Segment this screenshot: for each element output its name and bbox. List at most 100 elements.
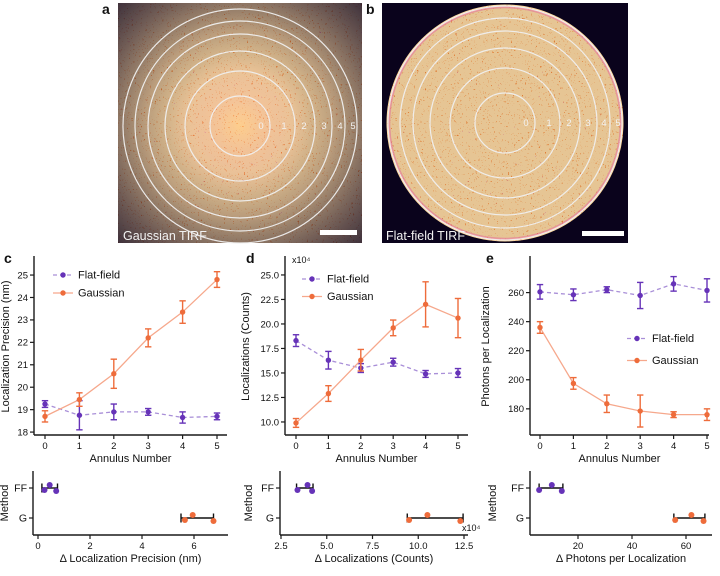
data-point-g: [406, 517, 413, 523]
category-label-ff: FF: [14, 483, 27, 495]
y-axis-label: Localization Precision (nm): [0, 280, 12, 412]
panel-letter-a: a: [102, 1, 110, 17]
y-axis-label: Method: [487, 485, 499, 522]
x-tick-label: 0: [293, 441, 298, 452]
x-tick-label: 7.5: [366, 541, 379, 552]
data-point-gaussian: [422, 301, 429, 308]
series-line-gaussian: [539, 327, 707, 416]
legend-label-flat-field: Flat-field: [652, 333, 694, 345]
data-point-flat-field: [455, 370, 461, 376]
annulus-number: 4: [337, 121, 342, 132]
data-point-g: [672, 517, 679, 523]
category-label-ff: FF: [261, 483, 274, 495]
y-tick-label: 21: [17, 360, 28, 371]
category-label-ff: FF: [511, 483, 524, 495]
scale-bar: [320, 230, 357, 235]
annulus-number: 0: [523, 118, 528, 129]
data-point-flat-field: [179, 414, 186, 421]
y-tick-label: 200: [508, 375, 524, 386]
series-line-flat-field: [539, 283, 708, 297]
legend-label-gaussian: Gaussian: [327, 291, 373, 303]
data-point-g: [457, 518, 464, 524]
data-point-flat-field: [537, 289, 543, 295]
x-tick-label: 1: [571, 441, 576, 452]
data-point-gaussian: [537, 324, 543, 331]
data-point-flat-field: [390, 359, 396, 365]
series-line-gaussian: [295, 303, 459, 424]
axis-offset-label: x10⁴: [462, 523, 481, 533]
data-point-g: [181, 517, 188, 523]
x-tick-label: 2: [358, 441, 363, 452]
y-axis-label: Method: [0, 485, 11, 522]
data-point-ff: [309, 488, 316, 494]
x-tick-label: 3: [391, 441, 396, 452]
scale-bar: [582, 231, 624, 236]
panel-b-method-label: Flat-field TIRF: [386, 229, 465, 243]
illumination-rim: [387, 5, 623, 241]
x-tick-label: 3: [638, 441, 643, 452]
x-tick-label: 40: [627, 541, 638, 552]
annulus-number: 3: [585, 118, 590, 129]
chart-localizations: 10.0 12.5 15.0 17.5 20.0 22.5 25.0 0 1 2 3 4 5 Annulu…: [240, 255, 468, 465]
y-tick-label: 22.5: [261, 295, 280, 306]
annulus-number: 4: [601, 118, 606, 129]
legend-marker: [60, 272, 66, 278]
x-axis-label: Annulus Number: [336, 453, 418, 465]
chart-delta-localization-precision: 0 2 4 6Δ Localization Precision (nm) Method F…: [0, 471, 228, 565]
y-tick-label: 23: [17, 315, 28, 326]
x-tick-label: 4: [671, 441, 676, 452]
data-point-flat-field: [604, 286, 610, 293]
series-line-flat-field: [44, 403, 218, 419]
data-point-gaussian: [325, 390, 332, 397]
y-axis-label: Method: [243, 485, 255, 522]
annulus-number: 1: [546, 118, 551, 129]
panel-a-image: 0 1 2 3 4 5 Gaussian TIRF: [118, 3, 362, 244]
data-point-ff: [536, 487, 543, 493]
data-point-flat-field: [42, 401, 48, 407]
x-axis-label: Δ Localizations (Counts): [315, 553, 434, 565]
annulus-number: 1: [281, 121, 286, 132]
data-point-ff: [548, 482, 555, 488]
x-tick-label: 2: [87, 541, 92, 552]
data-point-gaussian: [704, 411, 710, 418]
x-tick-label: 0: [42, 441, 47, 452]
annulus-number: 5: [350, 121, 355, 132]
data-point-gaussian: [670, 411, 677, 418]
data-point-g: [424, 512, 431, 518]
annulus-number: 3: [321, 121, 326, 132]
panel-letter-d: d: [246, 250, 255, 266]
chart-photons-per-localization: 180 200 220 240 260 0 1 2 3 4 5 Annulus Number Photo…: [480, 256, 711, 465]
chart-delta-photons: 20 40 60Δ Photons per Localization Method FF…: [487, 471, 712, 565]
panel-letter-e: e: [486, 250, 494, 266]
data-point-gaussian: [358, 357, 364, 363]
data-point-flat-field: [422, 371, 429, 377]
legend-marker: [309, 293, 315, 300]
annulus-rings: [122, 8, 358, 244]
y-tick-label: 17.5: [261, 344, 280, 355]
x-tick-label: 5: [214, 441, 219, 452]
y-tick-label: 260: [508, 288, 524, 299]
data-point-ff: [294, 487, 301, 493]
x-tick-label: 10.0: [409, 541, 428, 552]
x-tick-label: 2: [604, 441, 609, 452]
y-tick-label: 20.0: [261, 319, 280, 330]
x-tick-label: 4: [139, 541, 144, 552]
data-point-gaussian: [111, 371, 117, 377]
x-axis-label: Δ Localization Precision (nm): [60, 553, 202, 565]
panel-letter-c: c: [4, 250, 12, 266]
data-point-ff: [41, 487, 48, 493]
data-point-ff: [53, 488, 60, 494]
data-point-flat-field: [325, 357, 332, 363]
data-point-gaussian: [570, 380, 577, 387]
x-tick-label: 1: [77, 441, 82, 452]
x-axis-label: Δ Photons per Localization: [556, 553, 686, 565]
data-point-gaussian: [214, 276, 220, 283]
legend-marker: [634, 335, 640, 342]
category-label-g: G: [516, 513, 524, 525]
annulus-number: 2: [566, 118, 571, 129]
annulus-numbers: 0 1 2 3 4 5: [523, 118, 620, 129]
y-tick-label: 24: [17, 293, 28, 304]
data-point-flat-field: [145, 409, 151, 415]
data-point-gaussian: [76, 396, 83, 403]
